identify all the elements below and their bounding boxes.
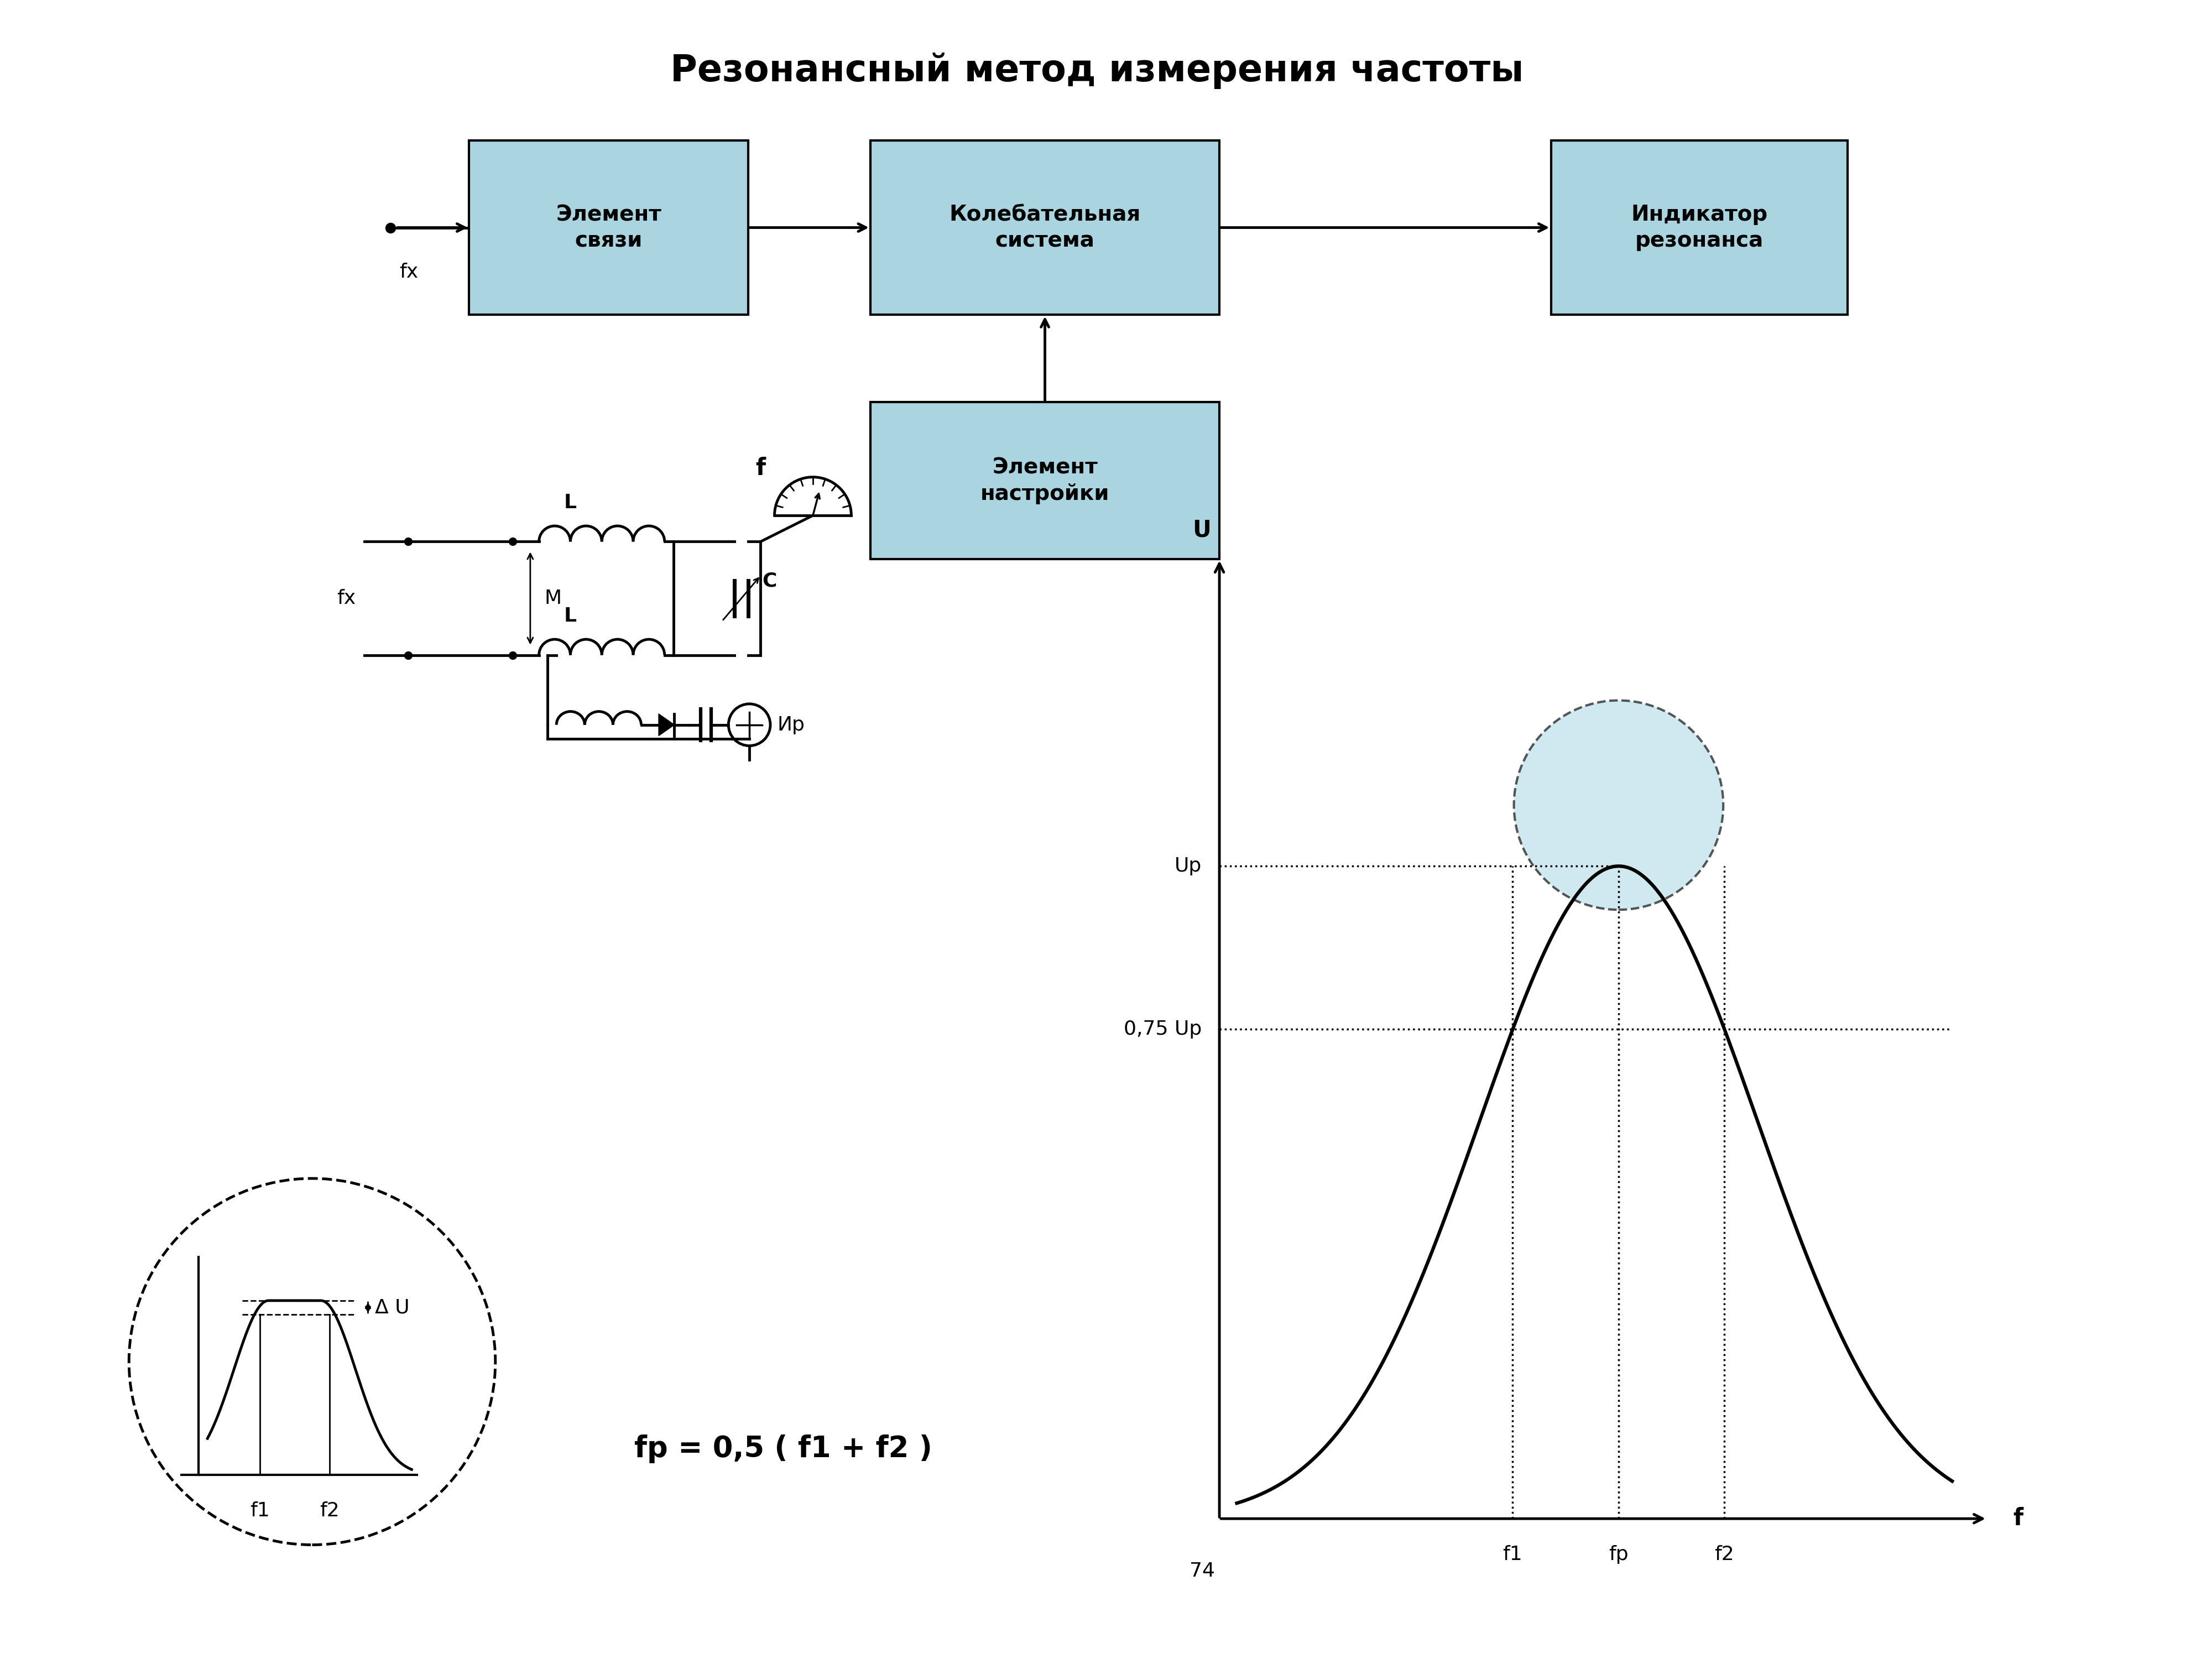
Text: fp = 0,5 ( f1 + f2 ): fp = 0,5 ( f1 + f2 ) (635, 1435, 931, 1463)
Text: 0,75 Up: 0,75 Up (1124, 1020, 1201, 1039)
Text: Индикатор
резонанса: Индикатор резонанса (1630, 204, 1767, 251)
Text: L: L (564, 493, 577, 513)
Text: Ир: Ир (776, 715, 805, 735)
Text: Up: Up (1175, 856, 1201, 876)
Bar (872, 401, 1219, 559)
Text: Δ U: Δ U (376, 1297, 409, 1317)
Text: fx: fx (400, 262, 418, 282)
Text: Элемент
связи: Элемент связи (555, 204, 661, 251)
Text: Колебательная
система: Колебательная система (949, 204, 1141, 251)
Text: f: f (757, 456, 765, 479)
Text: f2: f2 (1714, 1545, 1734, 1564)
Text: L: L (564, 607, 577, 625)
Bar (469, 141, 748, 315)
Text: fp: fp (1608, 1545, 1628, 1564)
Text: C: C (763, 571, 776, 591)
Text: f1: f1 (1502, 1545, 1522, 1564)
Bar (1551, 141, 1847, 315)
Text: fx: fx (336, 589, 356, 607)
Polygon shape (659, 713, 675, 737)
Text: U: U (1192, 518, 1212, 541)
Circle shape (1513, 700, 1723, 909)
Text: M: M (544, 589, 562, 607)
Text: f: f (2013, 1506, 2024, 1530)
Text: f1: f1 (250, 1501, 270, 1520)
Text: f2: f2 (321, 1501, 338, 1520)
Text: 74: 74 (1190, 1561, 1214, 1581)
Bar (872, 141, 1219, 315)
Text: Резонансный метод измерения частоты: Резонансный метод измерения частоты (670, 53, 1524, 90)
Text: Элемент
настройки: Элемент настройки (980, 458, 1110, 504)
